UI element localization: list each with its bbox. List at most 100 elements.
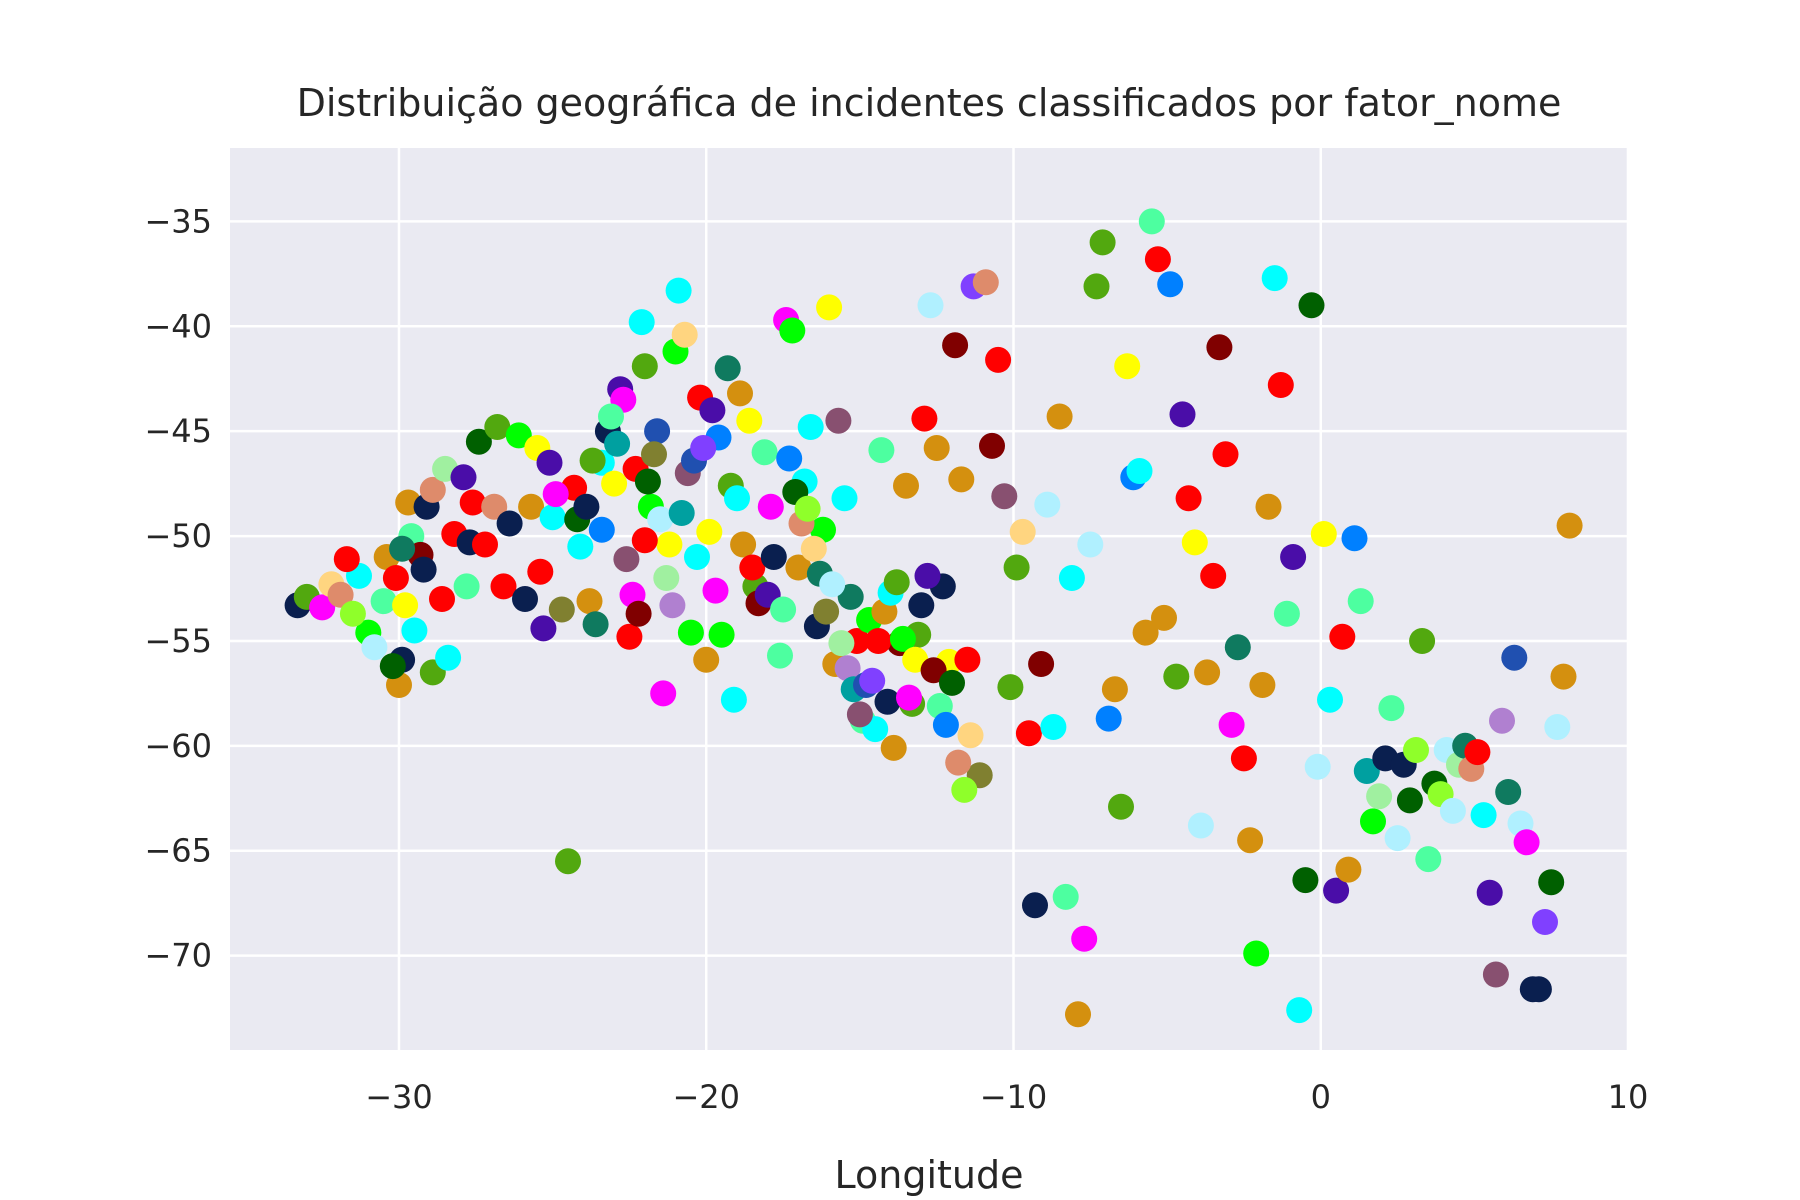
data-point [1224,634,1251,661]
data-point [951,776,978,803]
data-point [1323,877,1350,904]
data-point [1108,793,1134,820]
data-point [1556,512,1583,539]
data-point [1181,529,1208,556]
data-point [776,445,803,472]
data-point [1273,600,1300,627]
data-point [690,435,717,461]
data-point [1532,909,1558,935]
data-point [730,531,757,558]
data-point [1083,273,1110,300]
data-points [284,208,1583,1028]
data-point [1101,676,1128,703]
data-point [647,506,674,533]
data-point [1163,663,1190,690]
data-point [1015,720,1042,747]
data-point [1286,997,1313,1024]
data-point [972,269,999,296]
y-tick-labels: −35 −40 −45 −50 −55 −60 −65 −70 [144,202,212,974]
data-point [536,449,563,476]
data-point [1384,825,1411,852]
data-point [450,464,477,491]
data-point [465,428,492,455]
data-point [1513,829,1540,856]
data-point [598,403,624,430]
data-point [816,294,843,321]
data-point [1138,208,1165,235]
data-point [1335,856,1362,883]
y-tick-label: −70 [144,937,212,975]
data-point [760,544,787,570]
data-point [720,686,747,713]
data-point [490,573,517,600]
data-point [837,583,864,610]
data-point [1525,976,1552,1003]
x-tick-labels: −30 −20 −10 0 10 [365,1078,1648,1116]
data-point [631,527,658,554]
data-point [1353,758,1380,784]
data-point [923,435,950,461]
data-point [530,615,557,642]
data-point [1249,672,1276,698]
chart-title: Distribuição geográfica de incidentes cl… [297,81,1562,125]
data-point [671,321,698,348]
data-point [419,476,446,503]
data-point [1538,869,1565,896]
data-point [1495,779,1522,805]
data-point [1489,707,1515,734]
data-point [889,625,916,652]
data-point [1403,737,1429,763]
data-point [601,470,628,497]
data-point [527,558,554,585]
data-point [939,669,965,696]
data-point [1028,651,1055,677]
data-point [785,554,812,581]
data-point [865,628,892,654]
data-point [1046,403,1073,430]
y-tick-label: −50 [144,517,212,555]
data-point [693,646,720,673]
y-tick-label: −35 [144,202,212,240]
data-point [724,485,750,512]
data-point [1040,714,1067,740]
data-point [1095,705,1122,732]
data-point [751,439,778,466]
data-point [327,581,354,608]
data-point [684,544,710,570]
data-point [484,414,511,440]
data-point [957,722,984,749]
data-point [1310,521,1337,547]
data-point [625,600,652,627]
y-tick-label: −55 [144,622,212,660]
data-point [481,493,508,520]
data-point [401,617,428,644]
data-point [333,546,360,573]
data-point [677,619,704,646]
data-point [831,485,858,512]
data-point [1187,812,1214,839]
data-point [1415,846,1442,873]
data-point [613,546,640,573]
data-point [859,667,886,694]
x-tick-label: −20 [672,1078,740,1116]
data-point [1077,531,1104,558]
data-point [880,734,907,761]
data-point [948,466,975,493]
data-point [1089,229,1116,256]
x-tick-label: 10 [1608,1078,1649,1116]
data-point [1194,659,1221,686]
data-point [1065,1001,1091,1028]
data-point [1058,565,1085,591]
data-point [1071,925,1098,952]
data-point [641,441,667,468]
data-point [1206,334,1233,361]
data-point [1218,711,1245,738]
data-point [739,554,766,581]
data-point [932,711,959,738]
data-point [1476,879,1503,906]
data-point [1151,604,1177,631]
data-point [1304,753,1331,780]
data-point [1482,961,1509,988]
data-point [472,531,498,558]
data-point [1267,372,1294,398]
